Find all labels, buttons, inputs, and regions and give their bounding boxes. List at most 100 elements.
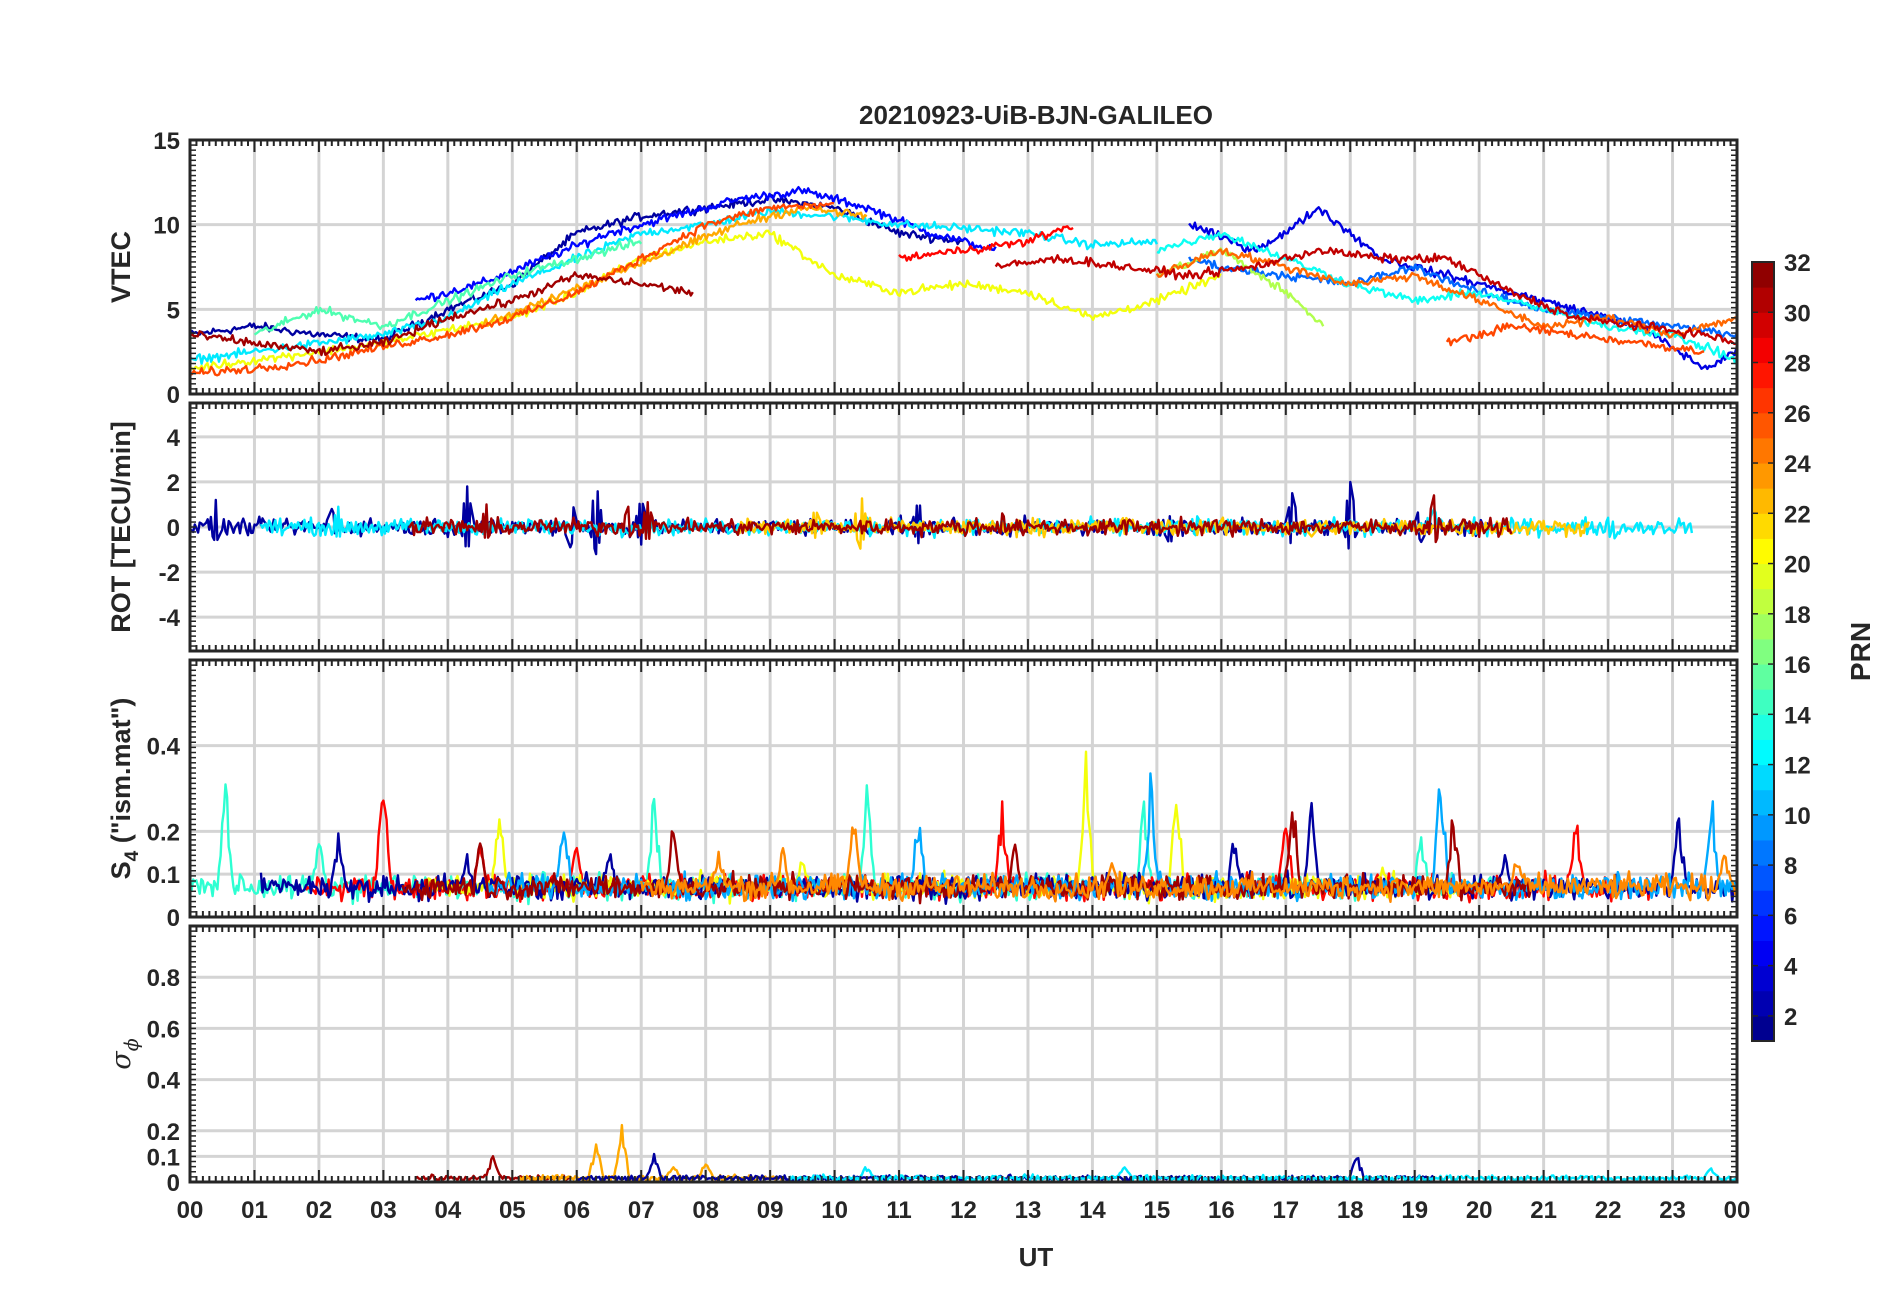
colorbar-tick-label: 14 [1784,702,1811,729]
x-tick-label: 22 [1595,1197,1622,1224]
x-tick-label: 15 [1144,1197,1171,1224]
x-tick-label: 17 [1272,1197,1299,1224]
colorbar-tick-label: 22 [1784,501,1811,528]
colorbar-tick-label: 30 [1784,300,1811,327]
colorbar-segment [1752,362,1774,389]
x-tick-label: 07 [628,1197,655,1224]
colorbar-tick-label: 32 [1784,250,1811,277]
x-tick-label: 08 [692,1197,719,1224]
colorbar-segment [1752,563,1774,590]
series-line-prn-18 [1155,247,1325,327]
y-tick-label: 0.8 [147,965,180,992]
series-group [190,186,1737,377]
series-line-prn-5 [414,186,997,303]
colorbar-tick-label: 28 [1784,351,1811,378]
colorbar-tick-label: 24 [1784,451,1811,478]
x-tick-label: 10 [821,1197,848,1224]
series-group [190,480,1694,556]
colorbar-segment [1752,865,1774,891]
y-tick-label: 0.4 [147,734,181,761]
series-group [190,750,1737,906]
x-tick-label: 12 [950,1197,977,1224]
colorbar-segment [1752,714,1774,740]
series-line-prn-26 [190,202,834,377]
colorbar-segment [1752,664,1774,690]
colorbar-segment [1752,488,1774,514]
colorbar-segment [1752,412,1774,439]
x-axis-label: UT [1019,1242,1054,1272]
y-tick-label: -4 [159,605,181,632]
y-tick-label: 0.2 [147,1119,180,1146]
colorbar-tick-label: 8 [1784,853,1797,880]
y-axis-label: σϕ [106,1038,143,1069]
y-tick-label: 0 [167,1170,180,1197]
y-label-main: S [106,861,136,879]
y-tick-label: 0.6 [147,1016,180,1043]
y-tick-label: 15 [153,128,180,155]
y-label-subscript: ϕ [121,1038,143,1051]
colorbar-frame [1751,261,1775,1042]
x-tick-label: 23 [1659,1197,1686,1224]
series-line-prn-15 [253,239,643,336]
colorbar-segment [1752,940,1774,967]
x-tick-label: 11 [886,1197,911,1224]
series-line-prn-31 [408,494,1513,544]
y-tick-label: 0 [167,382,180,409]
y-axis-label: ROT [TECU/min] [106,421,136,632]
y-tick-label: 0 [167,905,180,932]
colorbar-segment [1752,287,1774,313]
colorbar-segment [1752,638,1774,665]
colorbar-tick-label: 26 [1784,401,1811,428]
y-tick-label: 0 [167,515,180,542]
colorbar-segment [1752,814,1774,841]
series-line-prn-13 [1156,231,1737,365]
x-tick-label: 18 [1337,1197,1364,1224]
colorbar-tick-label: 10 [1784,803,1811,830]
colorbar-tick-label: 2 [1784,1004,1797,1031]
colorbar-segment [1752,890,1774,916]
panel-sigma: 00.10.2 0.4 0.6 0.8 σϕ 00 01 02 03 04 05 06 07 08 09 10… [106,924,1751,1224]
colorbar-segment [1752,437,1774,464]
y-axis-label: VTEC [106,231,136,303]
y-tick-label: 5 [167,297,180,324]
series-line-prn-24 [640,826,1737,903]
y-tick-label: 10 [153,213,180,240]
colorbar-segment [1752,965,1774,992]
colorbar-segment [1752,764,1774,791]
series-line-prn-12 [190,206,1158,365]
x-tick-label: 00 [1724,1197,1751,1224]
x-tick-label: 20 [1466,1197,1493,1224]
colorbar-segment [1752,262,1774,288]
colorbar-segment [1752,789,1774,816]
x-tick-label: 05 [499,1197,526,1224]
x-tick-label: 02 [306,1197,333,1224]
x-tick-label: 00 [177,1197,204,1224]
y-tick-label: 2 [167,470,180,497]
series-line-prn-26 [1445,322,1705,355]
series-line-prn-8 [1188,256,1737,339]
colorbar-segment [1752,463,1774,489]
y-axis-label: S4 ("ism.mat") [106,698,143,880]
colorbar-segment [1752,387,1774,414]
x-tick-label: 21 [1530,1197,1557,1224]
colorbar-segment [1752,839,1774,866]
colorbar-segment [1752,513,1774,539]
x-tick-label: 03 [370,1197,397,1224]
y-label-main: σ [106,1050,137,1070]
y-label-subscript: 4 [122,850,143,861]
colorbar-tick-label: 12 [1784,753,1811,780]
series-line-prn-31 [190,271,694,357]
panel-vtec: 0 5 10 15 VTEC [106,128,1739,409]
colorbar-tick-label: 20 [1784,552,1811,579]
colorbar-segment [1752,689,1774,715]
series-line-prn-25 [1155,247,1737,339]
series-line-prn-23 [517,1123,784,1182]
colorbar-segment [1752,739,1774,766]
x-tick-label: 13 [1015,1197,1042,1224]
colorbar-tick-label: 4 [1784,954,1798,981]
colorbar-tick-label: 6 [1784,903,1797,930]
x-tick-label: 19 [1401,1197,1428,1224]
y-tick-label: 0.1 [147,1144,180,1171]
